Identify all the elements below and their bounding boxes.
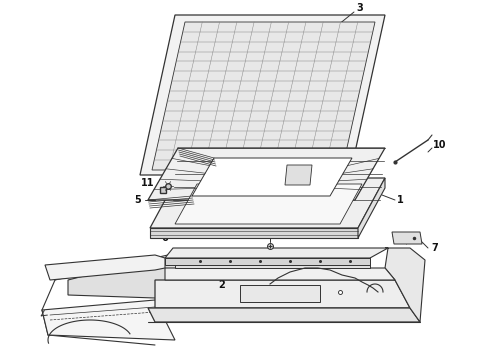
Polygon shape xyxy=(148,148,385,200)
Polygon shape xyxy=(385,248,425,322)
Polygon shape xyxy=(155,280,410,308)
Text: 8: 8 xyxy=(267,220,273,230)
Text: 3: 3 xyxy=(357,3,364,13)
Polygon shape xyxy=(175,255,370,268)
Polygon shape xyxy=(175,184,362,224)
Polygon shape xyxy=(192,158,352,196)
Polygon shape xyxy=(150,228,358,238)
Text: 4: 4 xyxy=(296,185,303,195)
Text: 6: 6 xyxy=(162,233,169,243)
Polygon shape xyxy=(392,232,422,244)
Polygon shape xyxy=(42,300,175,340)
Polygon shape xyxy=(140,15,385,175)
Polygon shape xyxy=(165,258,370,265)
Polygon shape xyxy=(240,285,320,302)
Polygon shape xyxy=(165,248,388,258)
Polygon shape xyxy=(150,178,385,228)
Polygon shape xyxy=(358,178,385,238)
Text: 5: 5 xyxy=(135,195,142,205)
Polygon shape xyxy=(152,22,375,170)
Text: 9: 9 xyxy=(259,293,266,303)
Polygon shape xyxy=(68,258,195,298)
Polygon shape xyxy=(285,165,312,185)
Polygon shape xyxy=(45,255,165,280)
Text: 1: 1 xyxy=(396,195,403,205)
Text: 2: 2 xyxy=(219,280,225,290)
Text: 10: 10 xyxy=(433,140,447,150)
Text: 11: 11 xyxy=(141,178,155,188)
Text: 7: 7 xyxy=(432,243,439,253)
Polygon shape xyxy=(148,308,420,322)
Polygon shape xyxy=(165,268,395,280)
